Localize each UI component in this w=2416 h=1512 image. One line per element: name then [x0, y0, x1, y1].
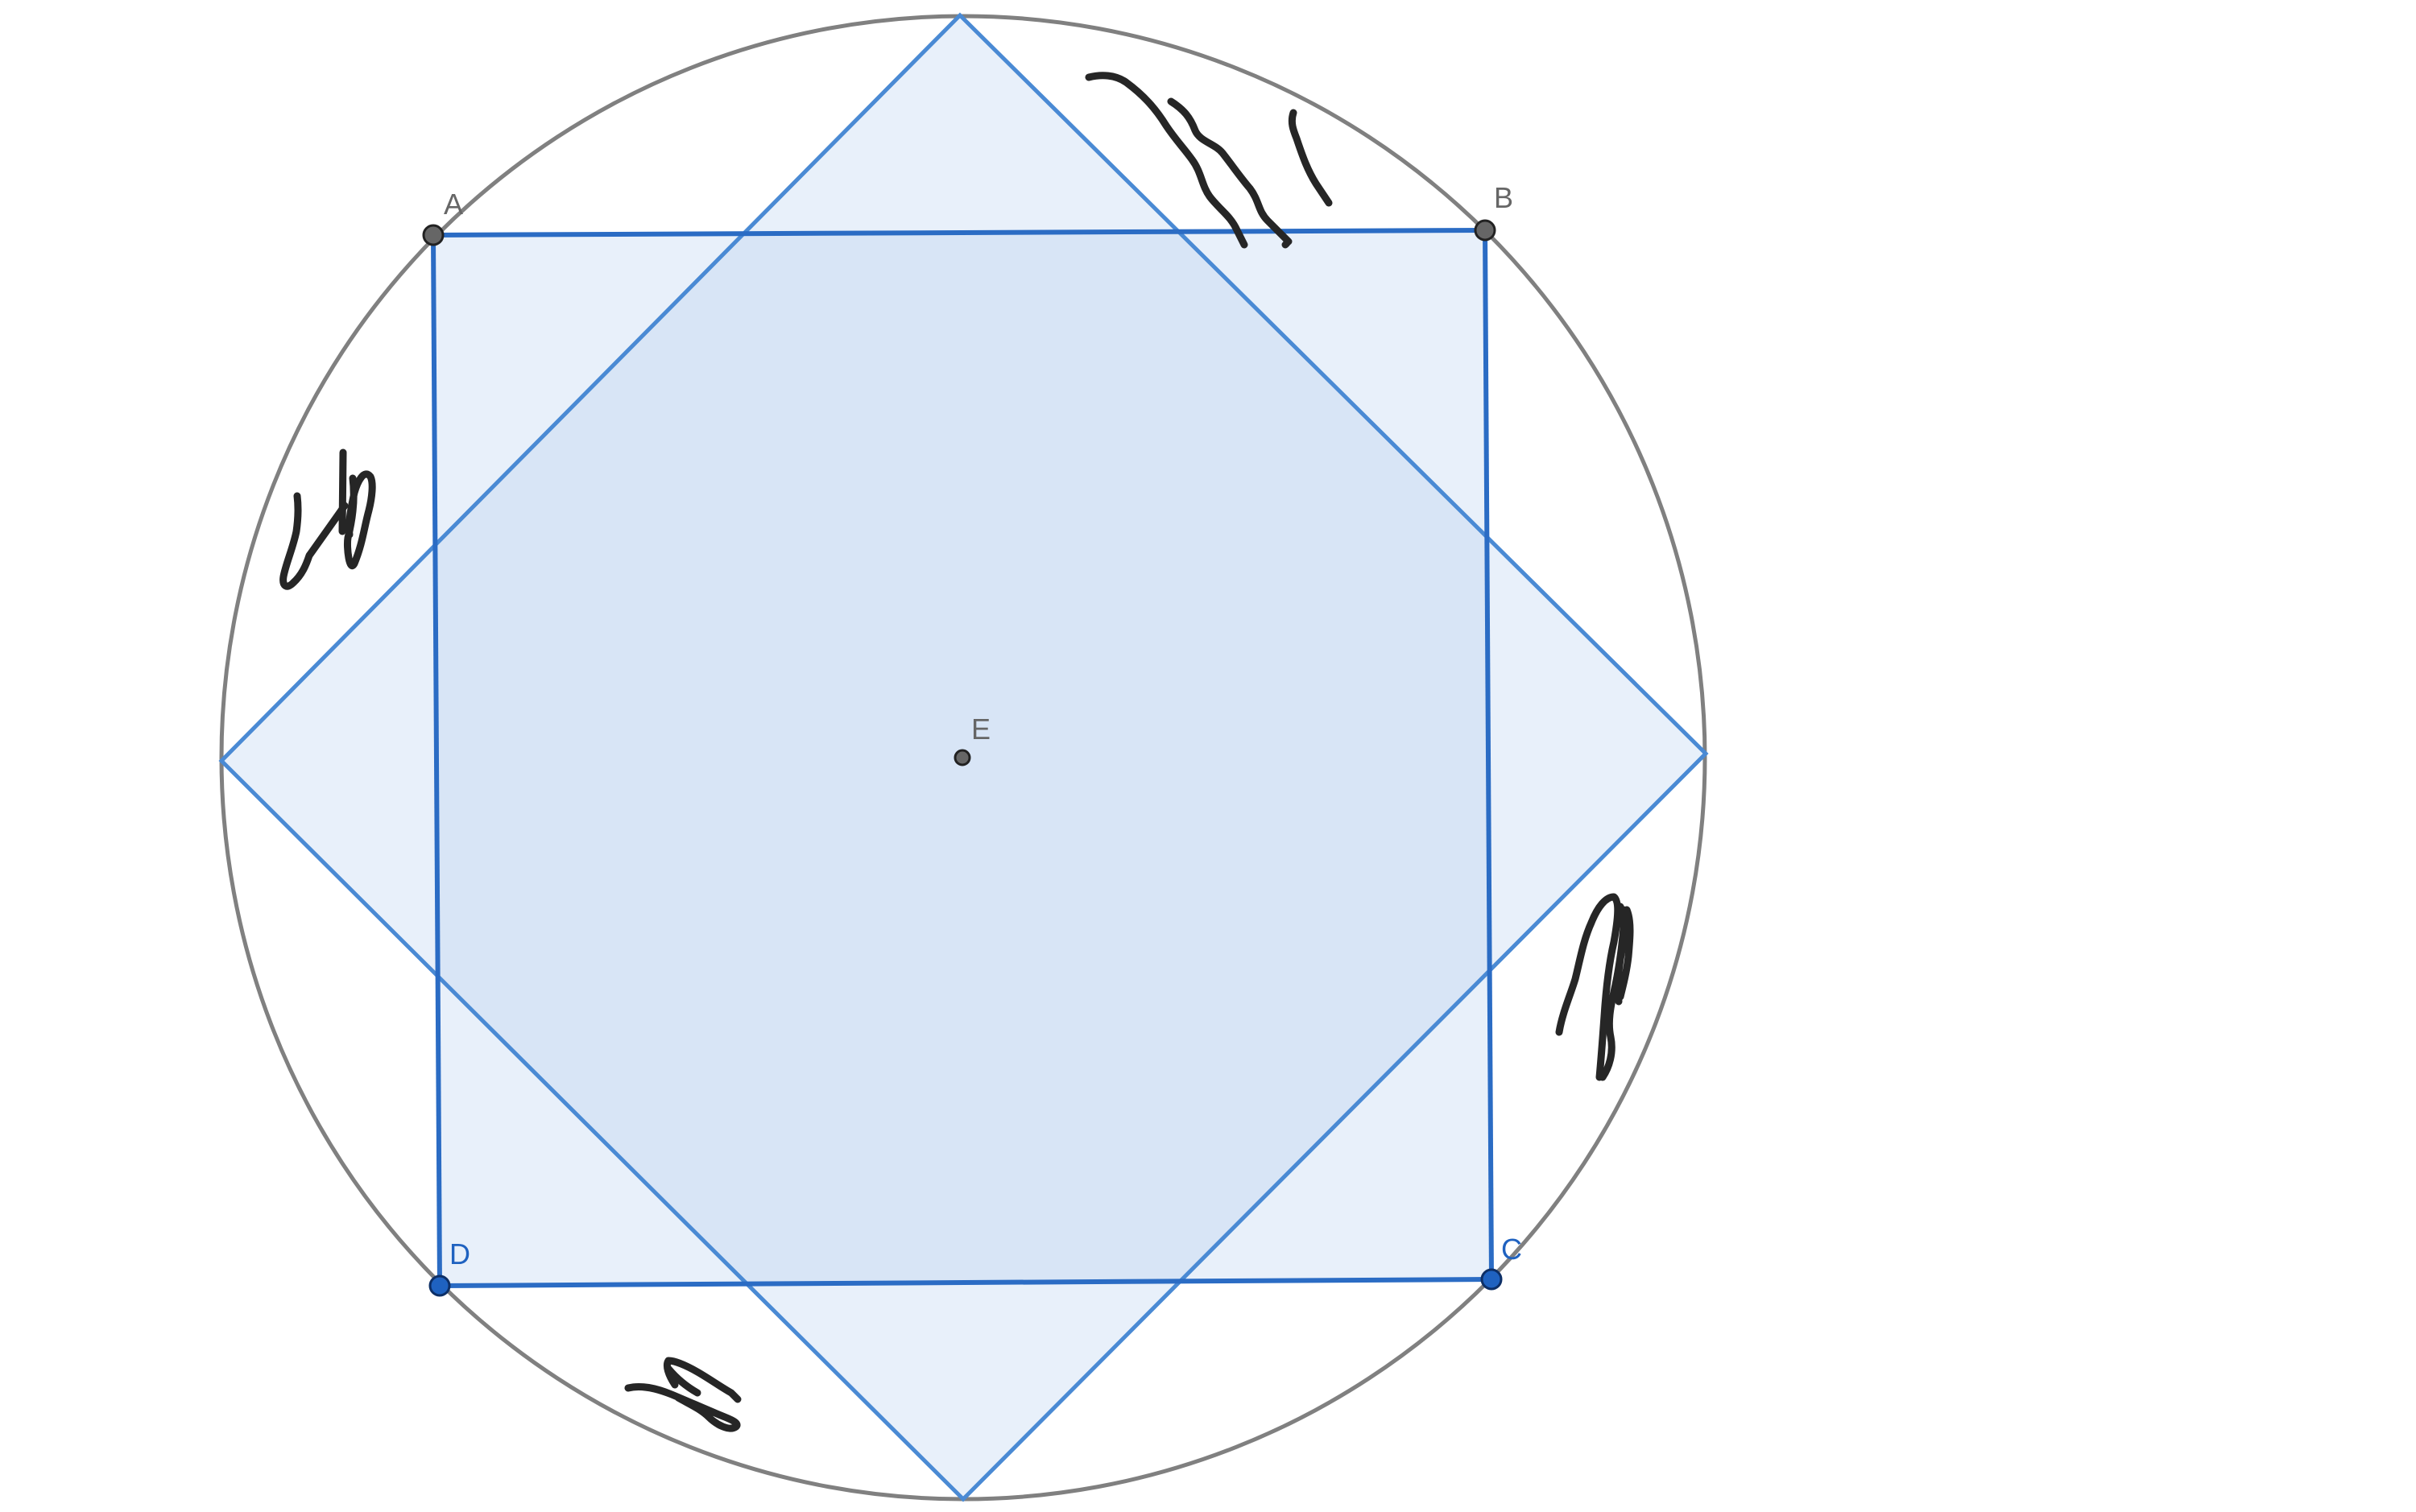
scribble-right	[1555, 893, 1634, 1081]
point-b[interactable]	[1474, 219, 1496, 242]
label-d: D	[449, 1237, 470, 1270]
scribble-left	[279, 448, 376, 590]
segment-ab[interactable]	[432, 228, 1486, 238]
label-b: B	[1494, 181, 1513, 214]
point-d[interactable]	[428, 1274, 451, 1297]
scribble-bottom	[624, 1357, 742, 1432]
segment-bc[interactable]	[1483, 229, 1494, 1280]
point-e[interactable]	[954, 749, 971, 766]
point-c[interactable]	[1480, 1268, 1503, 1291]
label-c: C	[1501, 1233, 1522, 1266]
scribble-top	[1085, 72, 1333, 249]
rotated-square-outline[interactable]	[218, 12, 1709, 1502]
label-a: A	[444, 188, 463, 221]
segment-cd[interactable]	[439, 1277, 1492, 1288]
segment-da[interactable]	[431, 234, 442, 1287]
point-a[interactable]	[422, 224, 445, 246]
label-e: E	[971, 713, 991, 746]
